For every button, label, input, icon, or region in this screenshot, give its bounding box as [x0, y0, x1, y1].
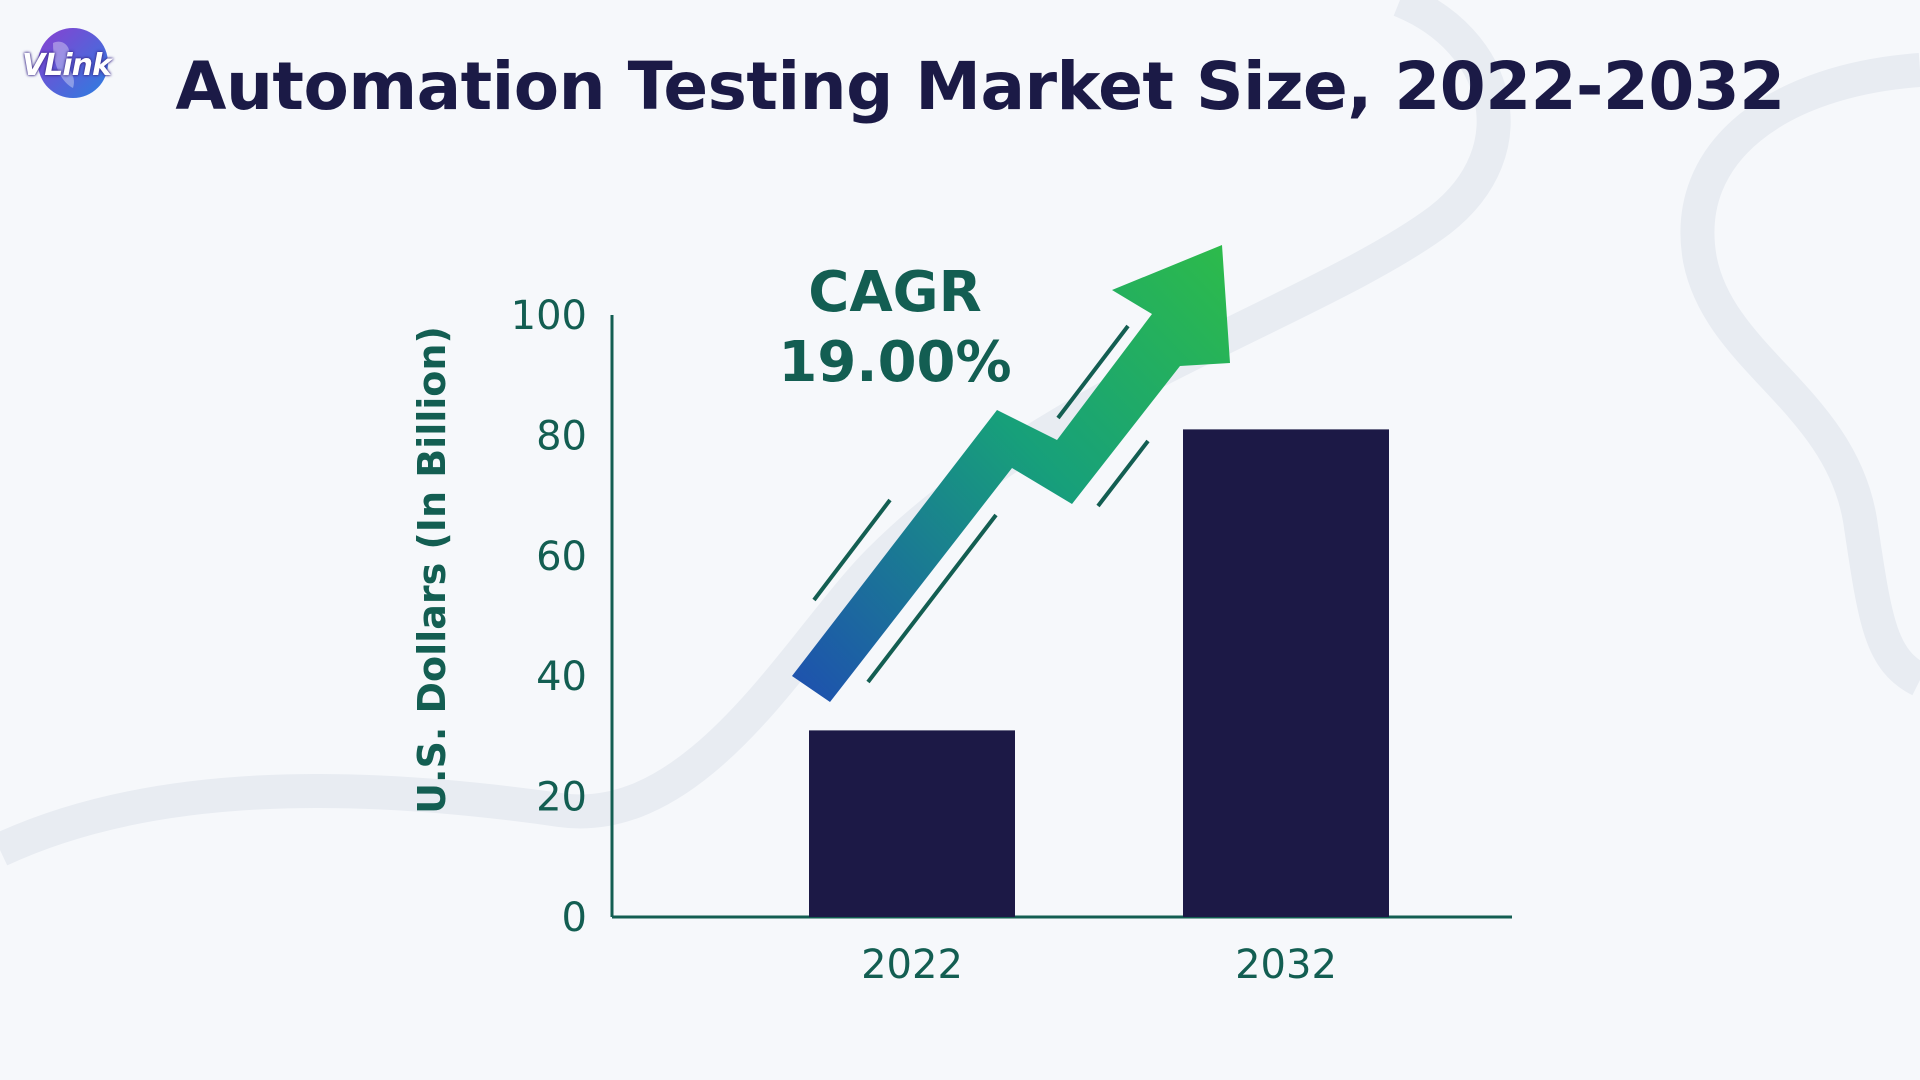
growth-arrow-icon: [792, 245, 1230, 702]
bar-2032: [1183, 429, 1389, 917]
y-tick-label: 60: [536, 534, 587, 580]
y-tick-label: 40: [536, 654, 587, 700]
y-tick-label: 20: [536, 775, 587, 821]
logo-text: VLink: [22, 48, 112, 83]
y-tick-label: 0: [562, 895, 587, 941]
x-tick-label: 2022: [861, 942, 963, 988]
cagr-annotation: CAGR 19.00%: [745, 258, 1045, 398]
plot-area: 0 20 40 60 80 100 2022 2032: [511, 293, 1512, 988]
background-swoosh-right: [1680, 53, 1920, 696]
cagr-value: 19.00%: [778, 330, 1012, 395]
bar-2022: [809, 730, 1015, 917]
y-tick-label: 100: [511, 293, 587, 339]
x-tick-label: 2032: [1235, 942, 1337, 988]
brand-logo[interactable]: VLink: [18, 18, 138, 108]
y-tick-label: 80: [536, 413, 587, 459]
globe-icon: [38, 28, 108, 98]
background-swoosh-left: [0, 0, 1511, 866]
y-axis-label: U.S. Dollars (In Billion): [410, 326, 454, 814]
cagr-label: CAGR: [808, 260, 982, 325]
chart-title: Automation Testing Market Size, 2022-203…: [175, 48, 1785, 125]
